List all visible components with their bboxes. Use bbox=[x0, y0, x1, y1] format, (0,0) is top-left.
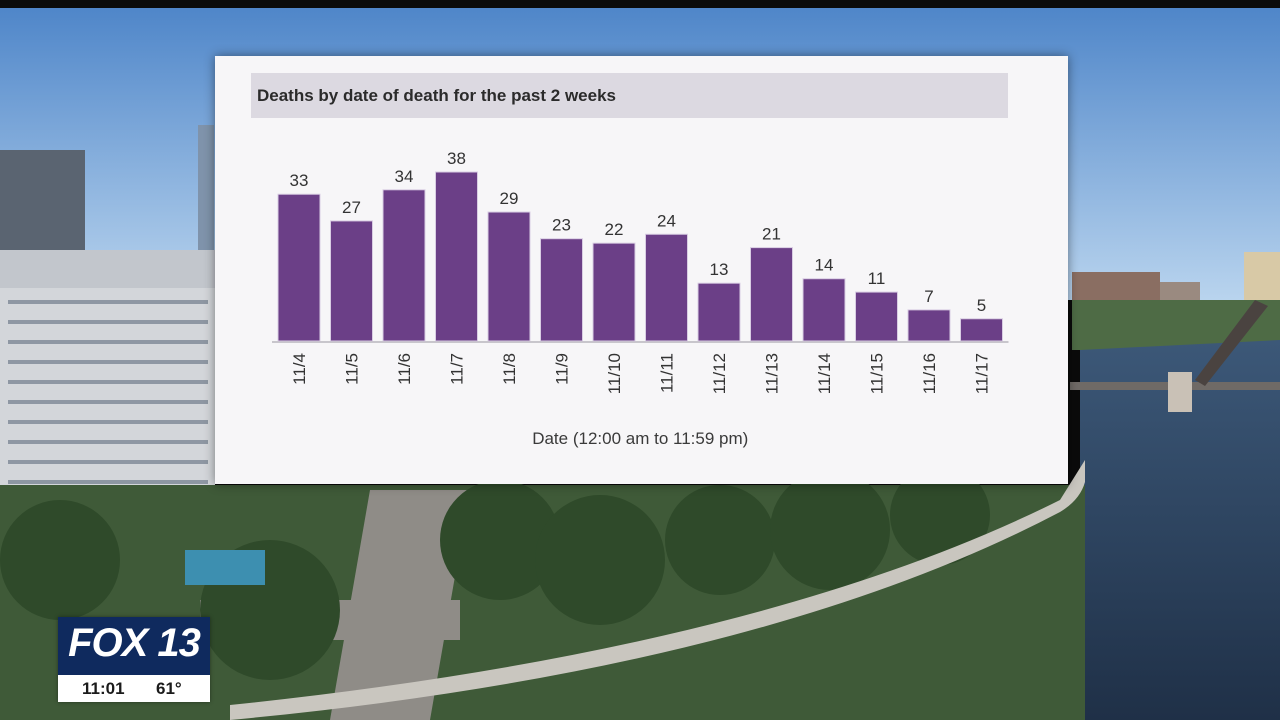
value-label-11/17: 5 bbox=[977, 296, 986, 315]
value-label-11/5: 27 bbox=[342, 198, 361, 217]
x-axis-title: Date (12:00 am to 11:59 pm) bbox=[532, 429, 748, 448]
bar-11/17 bbox=[960, 318, 1003, 342]
tick-label-11/13: 11/13 bbox=[763, 353, 782, 394]
bar-11/16 bbox=[907, 309, 951, 342]
station-name: FOX 13 bbox=[68, 621, 201, 665]
value-label-11/4: 33 bbox=[290, 171, 309, 190]
bar-11/4 bbox=[277, 193, 321, 342]
bar-11/14 bbox=[802, 278, 846, 342]
tick-label-11/4: 11/4 bbox=[290, 353, 309, 385]
value-label-11/11: 24 bbox=[657, 211, 676, 230]
value-label-11/15: 11 bbox=[868, 269, 886, 288]
value-label-11/6: 34 bbox=[395, 167, 414, 186]
chart-title: Deaths by date of death for the past 2 w… bbox=[257, 86, 616, 105]
value-labels-group: 33 27 34 38 29 23 22 24 13 21 14 11 7 5 bbox=[290, 149, 987, 315]
value-label-11/16: 7 bbox=[924, 287, 933, 306]
tick-label-11/12: 11/12 bbox=[710, 353, 729, 394]
time-temp-strip: 11:01 61° bbox=[58, 675, 210, 702]
bar-11/9 bbox=[540, 238, 583, 342]
time-readout: 11:01 bbox=[82, 679, 125, 698]
tick-label-11/15: 11/15 bbox=[868, 353, 887, 394]
bar-11/10 bbox=[592, 242, 636, 342]
station-logo: FOX 13 11:01 61° bbox=[58, 617, 210, 702]
tick-labels-group: 11/4 11/5 11/6 11/7 11/8 11/9 11/10 11/11 11/12 1… bbox=[290, 353, 992, 394]
tick-label-11/8: 11/8 bbox=[500, 353, 519, 385]
bar-11/13 bbox=[750, 247, 793, 342]
value-label-11/13: 21 bbox=[762, 225, 781, 244]
bar-11/6 bbox=[382, 189, 426, 342]
bar-11/7 bbox=[435, 171, 478, 342]
value-label-11/8: 29 bbox=[500, 189, 519, 208]
tick-label-11/9: 11/9 bbox=[553, 353, 572, 385]
temperature-readout: 61° bbox=[156, 679, 182, 698]
bar-11/5 bbox=[330, 220, 373, 342]
value-label-11/9: 23 bbox=[552, 216, 571, 235]
value-label-11/7: 38 bbox=[447, 149, 466, 168]
bar-11/11 bbox=[645, 233, 688, 342]
chart-title-bar: Deaths by date of death for the past 2 w… bbox=[251, 73, 1008, 118]
value-label-11/14: 14 bbox=[815, 256, 834, 275]
bar-11/8 bbox=[487, 211, 531, 342]
value-label-11/12: 13 bbox=[710, 260, 729, 279]
value-label-11/10: 22 bbox=[605, 220, 624, 239]
tick-label-11/10: 11/10 bbox=[605, 353, 624, 394]
tick-label-11/7: 11/7 bbox=[448, 353, 467, 385]
tick-label-11/6: 11/6 bbox=[395, 353, 414, 385]
bars-group bbox=[277, 171, 1003, 342]
tick-label-11/5: 11/5 bbox=[343, 353, 362, 385]
bar-11/15 bbox=[855, 291, 898, 342]
chart-card: Deaths by date of death for the past 2 w… bbox=[215, 56, 1068, 484]
tick-label-11/11: 11/11 bbox=[658, 353, 677, 393]
tick-label-11/17: 11/17 bbox=[973, 353, 992, 394]
tick-label-11/16: 11/16 bbox=[920, 353, 939, 394]
tick-label-11/14: 11/14 bbox=[815, 353, 834, 394]
bar-11/12 bbox=[697, 282, 741, 342]
